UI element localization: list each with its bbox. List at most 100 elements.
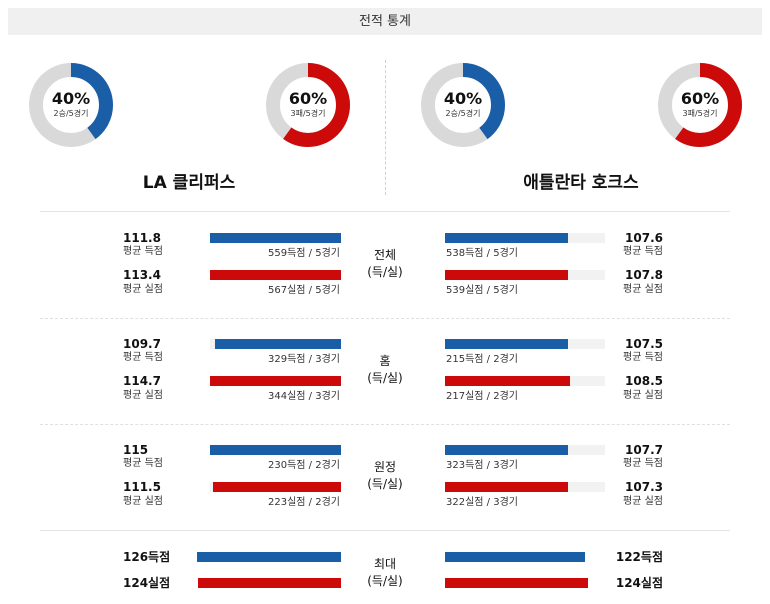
left-for-bar — [210, 445, 341, 455]
donut-chart — [658, 63, 742, 147]
bar-fill — [445, 376, 570, 386]
bar-fill — [210, 445, 341, 455]
donut-ring-fill — [266, 63, 350, 147]
donut-chart — [29, 63, 113, 147]
left-for-bar — [210, 233, 341, 243]
left-avg-against-caption: 평균 실점 — [123, 390, 163, 401]
left-for-total: 230득점 / 2경기 — [268, 460, 340, 471]
right-avg-against-caption: 평균 실점 — [623, 496, 663, 507]
right-for-bar — [445, 233, 605, 243]
loss-pct: 60% — [288, 89, 328, 108]
right-avg-for: 107.7 — [625, 443, 663, 457]
win-pct: 40% — [443, 89, 483, 108]
donut-chart — [421, 63, 505, 147]
right-against-bar — [445, 270, 605, 280]
left-max-against: 124실점 — [123, 576, 171, 590]
left-max-for-bar — [197, 552, 341, 562]
bar-fill — [215, 339, 341, 349]
left-for-total: 329득점 / 3경기 — [268, 354, 340, 365]
right-loss-donut: 60% 3패/5경기 — [658, 63, 742, 147]
win-record: 2승/5경기 — [445, 109, 481, 118]
left-against-total: 344실점 / 3경기 — [268, 391, 340, 402]
right-for-total: 538득점 / 5경기 — [446, 248, 518, 259]
section-divider — [40, 424, 730, 425]
right-avg-against: 107.8 — [625, 268, 663, 282]
section-subtitle: (득/실) — [367, 477, 403, 491]
section-title: 전체 — [373, 248, 397, 262]
win-record: 2승/5경기 — [53, 109, 89, 118]
section-title: 홈 — [379, 354, 391, 368]
bar-fill — [445, 233, 569, 243]
right-avg-against-caption: 평균 실점 — [623, 390, 663, 401]
right-against-total: 539실점 / 5경기 — [446, 285, 518, 296]
section-label-max: 최대 (득/실) — [355, 556, 415, 590]
bar-fill — [212, 482, 341, 492]
bar-fill — [210, 376, 341, 386]
bar-fill — [445, 339, 569, 349]
right-avg-for-caption: 평균 득점 — [623, 458, 663, 469]
left-max-for: 126득점 — [123, 550, 171, 564]
section-subtitle: (득/실) — [367, 574, 403, 588]
left-avg-against-caption: 평균 실점 — [123, 496, 163, 507]
left-avg-against-caption: 평균 실점 — [123, 284, 163, 295]
left-avg-against: 113.4 — [123, 268, 161, 282]
right-max-for: 122득점 — [615, 550, 663, 564]
right-win-donut: 40% 2승/5경기 — [421, 63, 505, 147]
left-for-total: 559득점 / 5경기 — [268, 248, 340, 259]
left-against-total: 567실점 / 5경기 — [268, 285, 340, 296]
left-avg-for: 111.8 — [123, 231, 161, 245]
loss-pct: 60% — [680, 89, 720, 108]
left-against-bar — [210, 270, 341, 280]
team-divider — [385, 60, 386, 195]
left-against-bar — [210, 376, 341, 386]
loss-record: 3패/5경기 — [682, 109, 718, 118]
right-avg-for-caption: 평균 득점 — [623, 246, 663, 257]
bar-fill — [210, 233, 341, 243]
right-for-bar — [445, 339, 605, 349]
left-team-name: LA 클리퍼스 — [142, 173, 236, 193]
right-avg-for: 107.6 — [625, 231, 663, 245]
right-against-bar — [445, 376, 605, 386]
donut-ring-fill — [421, 63, 505, 147]
bar-fill — [445, 482, 569, 492]
right-max-against-bar — [445, 578, 588, 588]
right-against-total: 217실점 / 2경기 — [446, 391, 518, 402]
section-subtitle: (득/실) — [367, 371, 403, 385]
section-divider — [40, 530, 730, 531]
left-avg-against: 111.5 — [123, 480, 161, 494]
section-divider — [40, 318, 730, 319]
left-max-against-bar — [198, 578, 341, 588]
bar-fill — [210, 270, 341, 280]
right-for-total: 215득점 / 2경기 — [446, 354, 518, 365]
right-max-for-bar — [445, 552, 585, 562]
right-avg-for-caption: 평균 득점 — [623, 352, 663, 363]
stats-header: 전적 통계 — [8, 8, 762, 35]
left-loss-donut: 60% 3패/5경기 — [266, 63, 350, 147]
loss-record: 3패/5경기 — [290, 109, 326, 118]
right-avg-for: 107.5 — [625, 337, 663, 351]
section-label-away: 원정 (득/실) — [355, 459, 415, 493]
left-for-bar — [210, 339, 341, 349]
left-avg-for-caption: 평균 득점 — [123, 352, 163, 363]
left-avg-for-caption: 평균 득점 — [123, 458, 163, 469]
left-against-bar — [210, 482, 341, 492]
section-divider — [40, 211, 730, 212]
left-win-donut: 40% 2승/5경기 — [29, 63, 113, 147]
right-avg-against-caption: 평균 실점 — [623, 284, 663, 295]
right-avg-against: 107.3 — [625, 480, 663, 494]
right-team-name: 애틀란타 호크스 — [523, 173, 639, 193]
right-max-against: 124실점 — [615, 576, 663, 590]
section-title: 원정 — [373, 460, 397, 474]
section-title: 최대 — [373, 557, 397, 571]
right-against-bar — [445, 482, 605, 492]
donut-chart — [266, 63, 350, 147]
left-against-total: 223실점 / 2경기 — [268, 497, 340, 508]
left-avg-for: 109.7 — [123, 337, 161, 351]
right-for-total: 323득점 / 3경기 — [446, 460, 518, 471]
bar-fill — [445, 445, 569, 455]
section-label-overall: 전체 (득/실) — [355, 247, 415, 281]
right-avg-against: 108.5 — [625, 374, 663, 388]
stats-title: 전적 통계 — [359, 14, 411, 29]
right-against-total: 322실점 / 3경기 — [446, 497, 518, 508]
section-subtitle: (득/실) — [367, 265, 403, 279]
